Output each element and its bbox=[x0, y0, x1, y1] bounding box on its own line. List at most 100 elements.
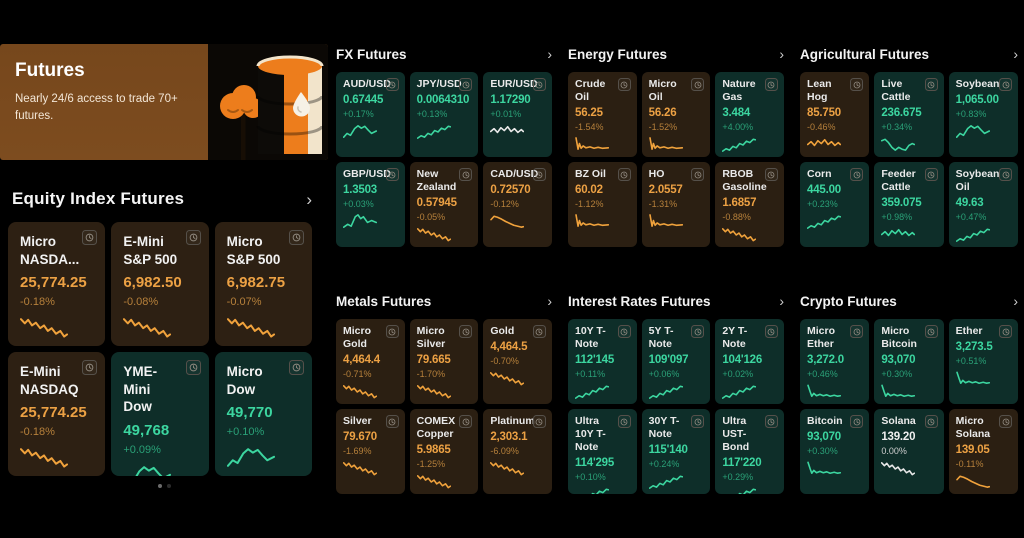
sparkline-chart bbox=[722, 136, 756, 153]
clock-icon bbox=[292, 363, 301, 372]
equity-index-futures-card[interactable]: E-Mini NASDAQ 25,774.25 -0.18% bbox=[8, 352, 106, 476]
contract-price: 79.665 bbox=[416, 354, 451, 367]
sparkline-chart bbox=[722, 486, 756, 494]
futures-contract-card[interactable]: Ether 3,273.5 +0.51% bbox=[948, 319, 1018, 404]
chevron-right-icon[interactable]: › bbox=[779, 46, 784, 62]
futures-contract-card[interactable]: New Zealand 0.57945 -0.05% bbox=[409, 162, 479, 247]
after-hours-badge bbox=[385, 325, 399, 338]
contract-name: Micro Bitcoin bbox=[881, 325, 917, 351]
contract-price: 3,273.5 bbox=[955, 341, 993, 354]
contract-name: BZ Oil bbox=[575, 168, 606, 180]
futures-contract-card[interactable]: Micro Bitcoin 93,070 +0.30% bbox=[874, 319, 944, 404]
futures-contract-card[interactable]: Live Cattle 236.675 +0.34% bbox=[874, 72, 944, 157]
futures-contract-card[interactable]: HO 2.0557 -1.31% bbox=[641, 162, 711, 247]
energy-futures-header[interactable]: Energy Futures › bbox=[568, 44, 784, 64]
futures-contract-card[interactable]: Micro Silver 79.665 -1.70% bbox=[409, 319, 479, 404]
after-hours-badge bbox=[691, 78, 705, 91]
contract-name: Gold bbox=[490, 325, 515, 337]
futures-contract-card[interactable]: Micro Solana 139.05 -0.11% bbox=[948, 409, 1018, 494]
chevron-right-icon[interactable]: › bbox=[547, 46, 552, 62]
interest-rates-futures-header[interactable]: Interest Rates Futures › bbox=[568, 291, 784, 311]
crypto-futures-header[interactable]: Crypto Futures › bbox=[800, 291, 1018, 311]
chevron-right-icon[interactable]: › bbox=[779, 293, 784, 309]
equity-index-futures-card[interactable]: Micro NASDA... 25,774.25 -0.18% bbox=[8, 222, 106, 346]
contract-name: Solana bbox=[881, 415, 916, 427]
sparkline-chart bbox=[417, 383, 451, 400]
after-hours-badge bbox=[999, 325, 1012, 338]
futures-contract-card[interactable]: Corn 445.00 +0.23% bbox=[800, 162, 870, 247]
agricultural-futures-header[interactable]: Agricultural Futures › bbox=[800, 44, 1018, 64]
clock-icon bbox=[86, 363, 94, 372]
contract-name: Bitcoin bbox=[807, 415, 843, 427]
futures-contract-card[interactable]: Nature Gas 3.484 +4.00% bbox=[715, 72, 784, 157]
contract-change: +0.02% bbox=[722, 369, 754, 380]
contract-change: +0.29% bbox=[722, 472, 754, 483]
futures-contract-card[interactable]: GBP/USD 1.3503 +0.03% bbox=[336, 162, 405, 247]
contract-price: 49.63 bbox=[955, 197, 984, 210]
futures-contract-card[interactable]: JPY/USD 0.0064310 +0.13% bbox=[409, 72, 479, 157]
chevron-right-icon[interactable]: › bbox=[547, 293, 552, 309]
futures-contract-card[interactable]: Gold 4,464.5 -0.70% bbox=[483, 319, 552, 404]
contract-price: 5.9865 bbox=[416, 444, 451, 457]
contract-name: E-Mini S&P 500 bbox=[123, 234, 178, 267]
futures-contract-card[interactable]: Soybean Oil 49.63 +0.47% bbox=[948, 162, 1018, 247]
futures-contract-card[interactable]: Soybean 1,065.00 +0.83% bbox=[948, 72, 1018, 157]
clock-icon bbox=[927, 171, 935, 178]
contract-change: +0.24% bbox=[648, 459, 680, 470]
section-title: Metals Futures bbox=[336, 293, 432, 309]
futures-contract-card[interactable]: Micro Ether 3,272.0 +0.46% bbox=[800, 319, 870, 404]
contract-price: 49,770 bbox=[226, 404, 273, 422]
equity-index-futures-card[interactable]: E-Mini S&P 500 6,982.50 -0.08% bbox=[111, 222, 209, 346]
equity-index-futures-card[interactable]: YME-Mini Dow 49,768 +0.09% bbox=[111, 352, 209, 476]
contract-name: Silver bbox=[343, 415, 372, 427]
futures-contract-card[interactable]: RBOB Gasoline 1.6857 -0.88% bbox=[715, 162, 784, 247]
futures-contract-card[interactable]: Silver 79.670 -1.69% bbox=[336, 409, 405, 494]
futures-contract-card[interactable]: CAD/USD 0.72570 -0.12% bbox=[483, 162, 552, 247]
fx-futures-header[interactable]: FX Futures › bbox=[336, 44, 552, 64]
equity-index-futures-card[interactable]: Micro S&P 500 6,982.75 -0.07% bbox=[214, 222, 312, 346]
futures-contract-card[interactable]: 2Y T-Note 104'126 +0.02% bbox=[715, 319, 784, 404]
futures-contract-card[interactable]: Ultra UST-Bond 117'220 +0.29% bbox=[715, 409, 784, 494]
sparkline-chart bbox=[649, 213, 683, 230]
contract-name: Soybean Oil bbox=[955, 168, 1000, 194]
sparkline-chart bbox=[807, 136, 841, 153]
futures-contract-card[interactable]: BZ Oil 60.02 -1.12% bbox=[568, 162, 637, 247]
sparkline-chart bbox=[343, 383, 377, 400]
pagination-dot[interactable] bbox=[157, 484, 162, 488]
futures-contract-card[interactable]: Platinum 2,303.1 -6.09% bbox=[483, 409, 552, 494]
chevron-right-icon[interactable]: › bbox=[1013, 293, 1018, 309]
futures-contract-card[interactable]: 30Y T-Note 115'140 +0.24% bbox=[641, 409, 711, 494]
contract-price: 0.72570 bbox=[490, 184, 531, 197]
futures-contract-card[interactable]: Feeder Cattle 359.075 +0.98% bbox=[874, 162, 944, 247]
futures-contract-card[interactable]: 10Y T-Note 112'145 +0.11% bbox=[568, 319, 637, 404]
pagination-dots[interactable] bbox=[0, 484, 328, 488]
after-hours-badge bbox=[764, 78, 778, 91]
futures-contract-card[interactable]: Ultra 10Y T-Note 114'295 +0.10% bbox=[568, 409, 637, 494]
futures-contract-card[interactable]: Micro Gold 4,464.4 -0.71% bbox=[336, 319, 405, 404]
contract-change: -0.46% bbox=[807, 122, 836, 133]
equity-index-futures-card[interactable]: Micro Dow 49,770 +0.10% bbox=[214, 352, 312, 476]
pagination-dot[interactable] bbox=[166, 484, 171, 488]
energy-card-grid: Crude Oil 56.25 -1.54% Micro Oil 56.26 -… bbox=[568, 72, 784, 247]
futures-promo-banner[interactable]: Futures Nearly 24/6 access to trade 70+ … bbox=[0, 44, 328, 160]
metals-futures-header[interactable]: Metals Futures › bbox=[336, 291, 552, 311]
chevron-right-icon[interactable]: › bbox=[306, 189, 312, 209]
futures-contract-card[interactable]: AUD/USD 0.67445 +0.17% bbox=[336, 72, 405, 157]
chevron-right-icon[interactable]: › bbox=[1013, 46, 1018, 62]
futures-contract-card[interactable]: COMEX Copper 5.9865 -1.25% bbox=[409, 409, 479, 494]
sparkline-chart bbox=[343, 460, 377, 477]
after-hours-badge bbox=[385, 78, 399, 91]
contract-price: 359.075 bbox=[881, 197, 922, 210]
clock-icon bbox=[462, 81, 470, 88]
futures-contract-card[interactable]: Micro Oil 56.26 -1.52% bbox=[641, 72, 711, 157]
sparkline-chart bbox=[649, 136, 683, 153]
equity-index-futures-header[interactable]: Equity Index Futures › bbox=[12, 188, 312, 210]
futures-contract-card[interactable]: Lean Hog 85.750 -0.46% bbox=[800, 72, 870, 157]
contract-change: -1.52% bbox=[648, 122, 678, 133]
futures-contract-card[interactable]: Bitcoin 93,070 +0.30% bbox=[800, 409, 870, 494]
futures-contract-card[interactable]: 5Y T-Note 109'097 +0.06% bbox=[641, 319, 711, 404]
futures-contract-card[interactable]: Solana 139.20 0.00% bbox=[874, 409, 944, 494]
clock-icon bbox=[462, 418, 470, 425]
futures-contract-card[interactable]: EUR/USD 1.17290 +0.01% bbox=[483, 72, 552, 157]
futures-contract-card[interactable]: Crude Oil 56.25 -1.54% bbox=[568, 72, 637, 157]
